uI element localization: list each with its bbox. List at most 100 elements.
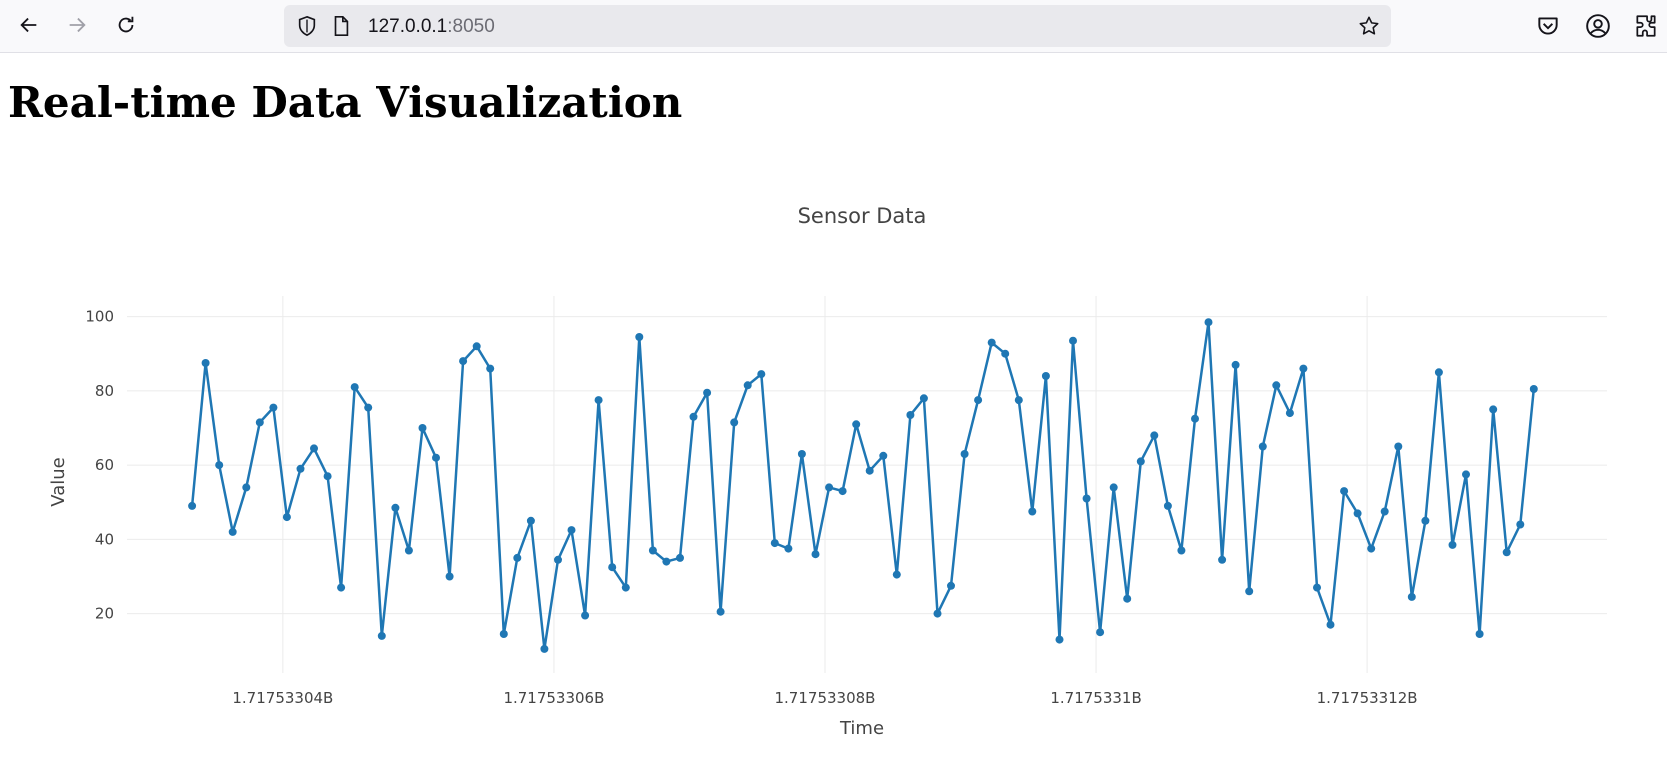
data-point[interactable]: [1014, 396, 1023, 405]
data-point[interactable]: [865, 466, 874, 475]
data-point[interactable]: [676, 553, 684, 562]
data-point[interactable]: [445, 572, 454, 581]
data-point[interactable]: [933, 609, 942, 618]
data-point[interactable]: [513, 553, 522, 562]
data-point[interactable]: [201, 359, 210, 367]
data-point[interactable]: [825, 483, 834, 492]
data-point[interactable]: [391, 503, 400, 512]
data-point[interactable]: [1326, 620, 1335, 629]
data-point[interactable]: [1475, 630, 1484, 638]
data-point[interactable]: [1041, 372, 1050, 380]
data-point[interactable]: [459, 357, 468, 366]
data-point[interactable]: [418, 424, 427, 432]
data-point[interactable]: [1340, 487, 1349, 496]
data-point[interactable]: [1462, 470, 1470, 479]
data-point[interactable]: [296, 464, 305, 473]
data-point[interactable]: [310, 444, 318, 453]
data-point[interactable]: [689, 412, 698, 421]
data-point[interactable]: [730, 418, 739, 427]
data-point[interactable]: [472, 342, 481, 351]
data-point[interactable]: [567, 526, 576, 535]
data-point[interactable]: [1394, 442, 1403, 451]
data-point[interactable]: [1529, 385, 1538, 393]
data-point[interactable]: [1163, 501, 1172, 510]
data-point[interactable]: [811, 550, 820, 559]
data-point[interactable]: [1489, 405, 1498, 414]
data-point[interactable]: [1055, 635, 1064, 644]
data-point[interactable]: [1272, 381, 1281, 390]
data-point[interactable]: [743, 381, 752, 390]
data-point[interactable]: [1313, 583, 1321, 592]
data-point[interactable]: [1082, 494, 1091, 503]
bookmark-star-icon[interactable]: [1358, 15, 1380, 37]
data-point[interactable]: [499, 630, 508, 638]
data-point[interactable]: [1231, 360, 1240, 369]
data-point[interactable]: [486, 364, 495, 373]
data-point[interactable]: [1380, 507, 1389, 516]
pocket-icon[interactable]: [1535, 13, 1561, 39]
data-point[interactable]: [377, 631, 386, 640]
data-point[interactable]: [432, 453, 440, 462]
data-point[interactable]: [1001, 349, 1010, 358]
url-bar[interactable]: 127.0.0.1:8050: [284, 5, 1391, 47]
data-point[interactable]: [404, 546, 413, 555]
data-point[interactable]: [337, 583, 346, 592]
data-point[interactable]: [1299, 364, 1308, 373]
series-sensor[interactable]: [188, 318, 1538, 653]
data-point[interactable]: [1516, 520, 1525, 529]
data-point[interactable]: [1028, 507, 1037, 516]
data-point[interactable]: [716, 607, 725, 616]
data-point[interactable]: [852, 420, 861, 429]
data-point[interactable]: [228, 527, 237, 536]
data-point[interactable]: [838, 487, 847, 496]
account-icon[interactable]: [1585, 13, 1611, 39]
extensions-icon[interactable]: [1633, 13, 1659, 39]
data-point[interactable]: [621, 583, 630, 592]
url-text[interactable]: 127.0.0.1:8050: [368, 16, 495, 38]
data-point[interactable]: [364, 403, 373, 412]
data-point[interactable]: [540, 644, 549, 653]
data-point[interactable]: [1367, 544, 1376, 553]
page-icon[interactable]: [330, 15, 352, 37]
data-point[interactable]: [662, 557, 671, 566]
data-point[interactable]: [1434, 368, 1443, 377]
data-point[interactable]: [1096, 628, 1105, 637]
data-point[interactable]: [1448, 540, 1457, 549]
data-point[interactable]: [1204, 318, 1213, 327]
data-point[interactable]: [770, 539, 779, 548]
data-point[interactable]: [188, 501, 197, 510]
data-point[interactable]: [608, 563, 617, 572]
data-point[interactable]: [703, 388, 712, 397]
data-point[interactable]: [1177, 546, 1186, 555]
data-point[interactable]: [906, 411, 915, 419]
data-point[interactable]: [581, 611, 590, 620]
data-point[interactable]: [1258, 442, 1267, 451]
data-point[interactable]: [1069, 336, 1077, 345]
data-point[interactable]: [1109, 483, 1118, 492]
data-point[interactable]: [987, 338, 996, 347]
data-point[interactable]: [215, 461, 224, 470]
data-point[interactable]: [1407, 592, 1416, 601]
series-line[interactable]: [190, 320, 1536, 651]
data-point[interactable]: [960, 450, 969, 458]
data-point[interactable]: [757, 370, 766, 379]
data-point[interactable]: [594, 396, 603, 405]
data-point[interactable]: [974, 396, 983, 405]
data-point[interactable]: [1136, 457, 1145, 466]
forward-button[interactable]: [59, 7, 95, 43]
data-point[interactable]: [269, 403, 278, 412]
shield-icon[interactable]: [296, 15, 318, 37]
data-point[interactable]: [892, 570, 901, 579]
data-point[interactable]: [1191, 414, 1199, 423]
back-button[interactable]: [11, 7, 47, 43]
data-point[interactable]: [242, 483, 251, 492]
data-point[interactable]: [1502, 548, 1511, 557]
data-point[interactable]: [554, 555, 562, 564]
data-point[interactable]: [1123, 594, 1132, 603]
data-point[interactable]: [947, 581, 955, 590]
data-point[interactable]: [879, 451, 888, 460]
data-point[interactable]: [323, 472, 332, 481]
data-point[interactable]: [1245, 587, 1254, 596]
data-point[interactable]: [1218, 555, 1227, 564]
